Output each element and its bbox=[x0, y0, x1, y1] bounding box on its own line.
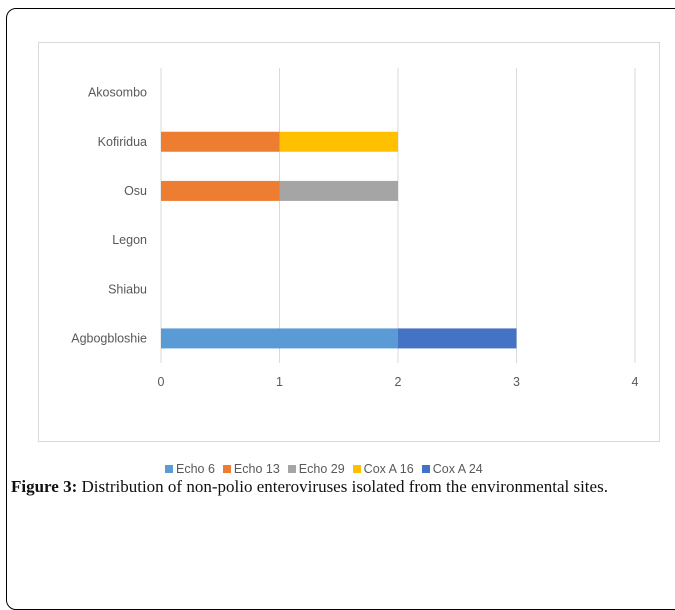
legend-item: Cox A 24 bbox=[421, 462, 483, 476]
legend-swatch bbox=[222, 465, 231, 473]
legend-item: Echo 29 bbox=[287, 462, 345, 476]
legend-swatch bbox=[352, 465, 361, 473]
bar-segment bbox=[161, 180, 280, 201]
bar-segment bbox=[398, 328, 517, 349]
category-label: Legon bbox=[112, 233, 147, 247]
legend-label: Echo 6 bbox=[176, 462, 215, 476]
chart-area: Agbogbloshie Shiabu Legon Osu Kofiridua Akoso… bbox=[38, 42, 660, 476]
x-tick-label: 4 bbox=[632, 375, 639, 389]
legend: Echo 6 Echo 13 Echo 29 Cox A 16 Cox A 24 bbox=[165, 459, 483, 479]
legend-swatch bbox=[421, 465, 430, 473]
bar-segment bbox=[161, 131, 280, 152]
bar-segment bbox=[279, 131, 398, 152]
x-tick-labels: 0 1 2 3 4 bbox=[158, 375, 639, 389]
x-tick-label: 0 bbox=[158, 375, 165, 389]
caption-text: Distribution of non-polio enteroviruses … bbox=[77, 477, 608, 496]
legend-label: Echo 13 bbox=[233, 462, 280, 476]
category-label: Osu bbox=[124, 184, 147, 198]
legend-swatch bbox=[165, 465, 173, 473]
caption-label: Figure 3: bbox=[11, 477, 78, 496]
bar-segment bbox=[161, 328, 398, 349]
x-tick-label: 3 bbox=[513, 375, 520, 389]
stacked-bar-chart: Agbogbloshie Shiabu Legon Osu Kofiridua Akoso… bbox=[71, 68, 639, 389]
figure-caption: Figure 3: Distribution of non-polio ente… bbox=[11, 474, 651, 500]
gridlines bbox=[160, 68, 636, 363]
x-tick-label: 2 bbox=[395, 375, 402, 389]
legend-item: Cox A 16 bbox=[352, 462, 414, 476]
legend-item: Echo 13 bbox=[222, 462, 280, 476]
category-labels: Agbogbloshie Shiabu Legon Osu Kofiridua Akoso… bbox=[71, 86, 147, 346]
category-label: Shiabu bbox=[108, 282, 147, 296]
legend-item: Echo 6 bbox=[165, 462, 215, 476]
bars bbox=[161, 131, 517, 349]
legend-swatch bbox=[287, 465, 296, 473]
legend-label: Cox A 24 bbox=[432, 462, 483, 476]
bar-segment bbox=[279, 180, 398, 201]
legend-label: Echo 29 bbox=[298, 462, 345, 476]
category-label: Akosombo bbox=[88, 86, 147, 100]
category-label: Kofiridua bbox=[98, 135, 147, 149]
x-tick-label: 1 bbox=[276, 375, 283, 389]
category-label: Agbogbloshie bbox=[71, 331, 147, 345]
legend-label: Cox A 16 bbox=[363, 462, 414, 476]
